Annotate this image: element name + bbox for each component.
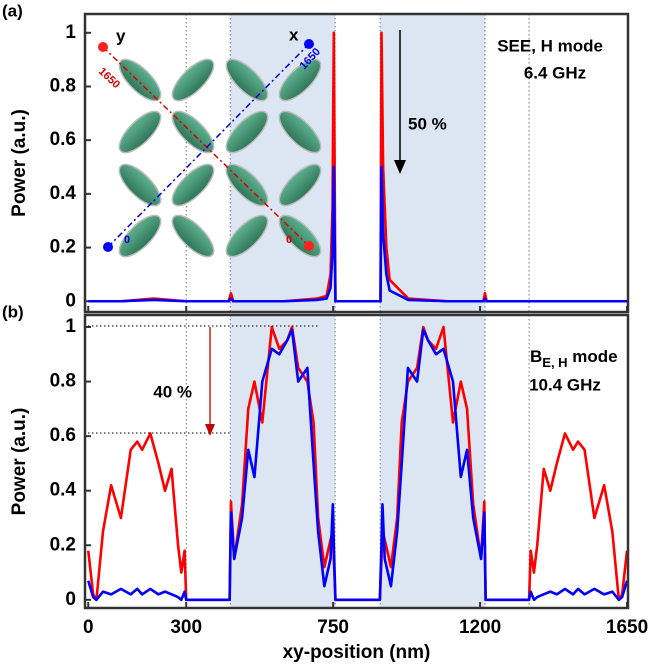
inset-element <box>278 110 322 154</box>
panel-label: (a) <box>2 1 23 20</box>
panel-b: 0 0.2 0.4 0.6 0.8 1 0 300 750 1200 1650 (b) Power (a… <box>2 302 648 663</box>
inset-element <box>118 110 162 154</box>
x-tick-label: 300 <box>170 617 202 638</box>
inset-start-label: 0 <box>286 234 292 246</box>
inset-start-label: 0 <box>124 234 130 246</box>
inset-element <box>118 58 162 102</box>
inset-element <box>118 214 162 258</box>
series-line <box>87 328 628 602</box>
inset-element <box>225 214 269 258</box>
inset-element <box>171 214 215 258</box>
inset-element <box>225 110 269 154</box>
y-tick-label: 0.8 <box>50 371 76 392</box>
inset-endpoint <box>103 242 113 252</box>
inset-element <box>278 163 322 207</box>
x-tick-label: 0 <box>83 617 94 638</box>
y-tick-label: 0.6 <box>50 425 76 446</box>
arrow-head <box>394 160 406 174</box>
inset-axis-label: x <box>289 25 299 44</box>
inset-endpoint <box>304 39 314 49</box>
plot-lines <box>86 325 628 602</box>
plot-lines <box>88 31 628 303</box>
inset-element <box>118 163 162 207</box>
y-tick-label: 0.4 <box>50 183 77 204</box>
inset-endpoint <box>98 42 108 52</box>
y-tick-label: 0 <box>65 290 76 311</box>
mode-sub: E, H <box>542 355 567 370</box>
x-tick-label: 750 <box>317 617 349 638</box>
y-tick-label: 1 <box>65 22 76 43</box>
y-axis-label: Power (a.u.) <box>9 408 30 516</box>
y-tick-label: 1 <box>65 316 76 337</box>
inset-axis-label: y <box>116 26 126 45</box>
inset-diagonal <box>102 46 310 247</box>
annotations: SEE, H mode 6.4 GHz 50 % BE, H mode 10.4 GHz… <box>88 30 618 436</box>
arrow-head <box>205 424 215 436</box>
inset-element <box>171 110 215 154</box>
mode-rest: mode <box>568 347 618 366</box>
mode-label: SEE, H mode <box>497 36 603 55</box>
inset-diagonal <box>107 43 310 248</box>
y-tick-label: 0.4 <box>50 480 77 501</box>
mode-label: BE, H mode <box>530 347 618 370</box>
y-tick-label: 0.8 <box>50 76 76 97</box>
mode-base: B <box>530 347 542 366</box>
x-axis-label: xy-position (nm) <box>283 642 431 663</box>
series-line <box>88 165 628 303</box>
shaded-region <box>230 14 336 312</box>
x-tick-label: 1200 <box>459 617 501 638</box>
inset-endpoint <box>304 241 314 251</box>
inset-element <box>171 163 215 207</box>
y-tick-label: 0.6 <box>50 129 76 150</box>
inset-element <box>225 58 269 102</box>
drop-label: 50 % <box>408 114 447 133</box>
drop-label: 40 % <box>153 382 192 401</box>
plot-frame <box>83 12 630 314</box>
frequency-label: 10.4 GHz <box>529 375 601 394</box>
y-tick-label: 0.2 <box>50 237 76 258</box>
y-axis-label: Power (a.u.) <box>9 109 30 217</box>
inset-end-label: 1650 <box>96 66 122 91</box>
inset-element <box>278 58 322 102</box>
y-tick-label: 0 <box>65 589 76 610</box>
x-tick-label: 1650 <box>606 617 648 638</box>
plot-frame <box>83 313 630 610</box>
frequency-label: 6.4 GHz <box>524 63 586 82</box>
y-tick-label: 0.2 <box>50 534 76 555</box>
panel-label: (b) <box>2 302 24 321</box>
inset-element <box>171 58 215 102</box>
